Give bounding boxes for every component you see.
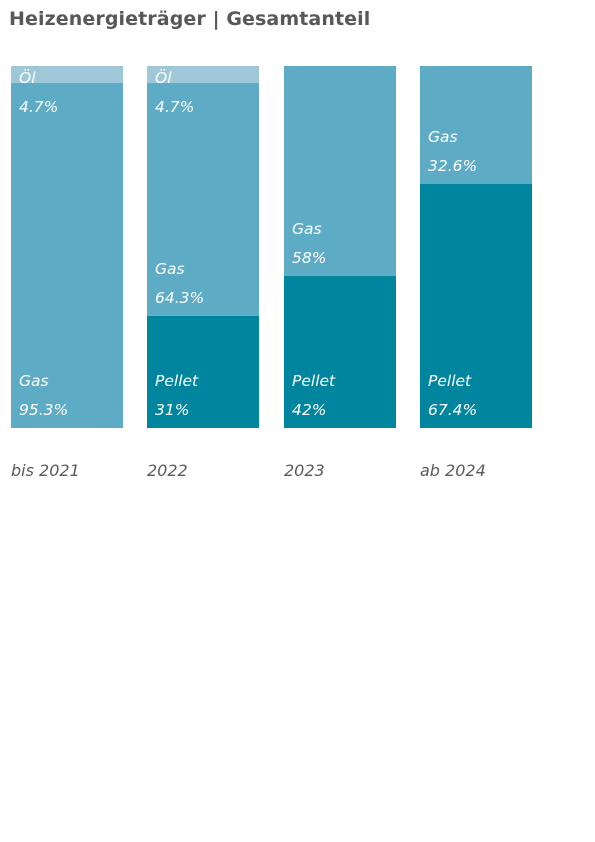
category-label-ab-2024: ab 2024 [420,461,486,480]
data-label-pellet-2023: 42% [292,401,326,419]
segment-name-oel-bis-2021: Öl [19,68,36,87]
segment-name-pellet-2022: Pellet [155,372,199,390]
bar-segment-pellet-ab-2024 [420,184,532,428]
bar-segment-gas-2022 [147,83,259,316]
segment-name-gas-2023: Gas [292,220,322,238]
category-label-2022: 2022 [147,461,188,480]
segment-name-pellet-2023: Pellet [292,372,336,390]
bar-segment-pellet-2023 [284,275,396,428]
bar-segment-gas-2023 [284,66,396,276]
bar-segment-gas-bis-2021 [11,83,123,428]
category-label-2023: 2023 [284,461,325,480]
data-label-gas-2023: 58% [292,249,326,267]
segment-name-pellet-ab-2024: Pellet [428,372,472,390]
category-label-bis-2021: bis 2021 [11,461,80,480]
data-label-oel-bis-2021: 4.7% [19,98,58,116]
bar-segment-oel-bis-2021 [11,66,123,84]
chart-title: Heizenergieträger | Gesamtanteil [9,8,371,30]
segment-name-gas-bis-2021: Gas [19,372,49,390]
bar-segment-gas-ab-2024 [420,66,532,185]
data-label-gas-ab-2024: 32.6% [428,157,477,175]
data-label-oel-2022: 4.7% [155,98,194,116]
segment-name-gas-2022: Gas [155,260,185,278]
bar-segment-pellet-2022 [147,315,259,428]
data-label-pellet-2022: 31% [155,401,189,419]
data-label-pellet-ab-2024: 67.4% [428,401,477,419]
bar-segment-oel-2022 [147,66,259,84]
segment-name-oel-2022: Öl [155,68,172,87]
data-label-gas-bis-2021: 95.3% [19,401,68,419]
segment-name-gas-ab-2024: Gas [428,128,458,146]
data-label-gas-2022: 64.3% [155,289,204,307]
